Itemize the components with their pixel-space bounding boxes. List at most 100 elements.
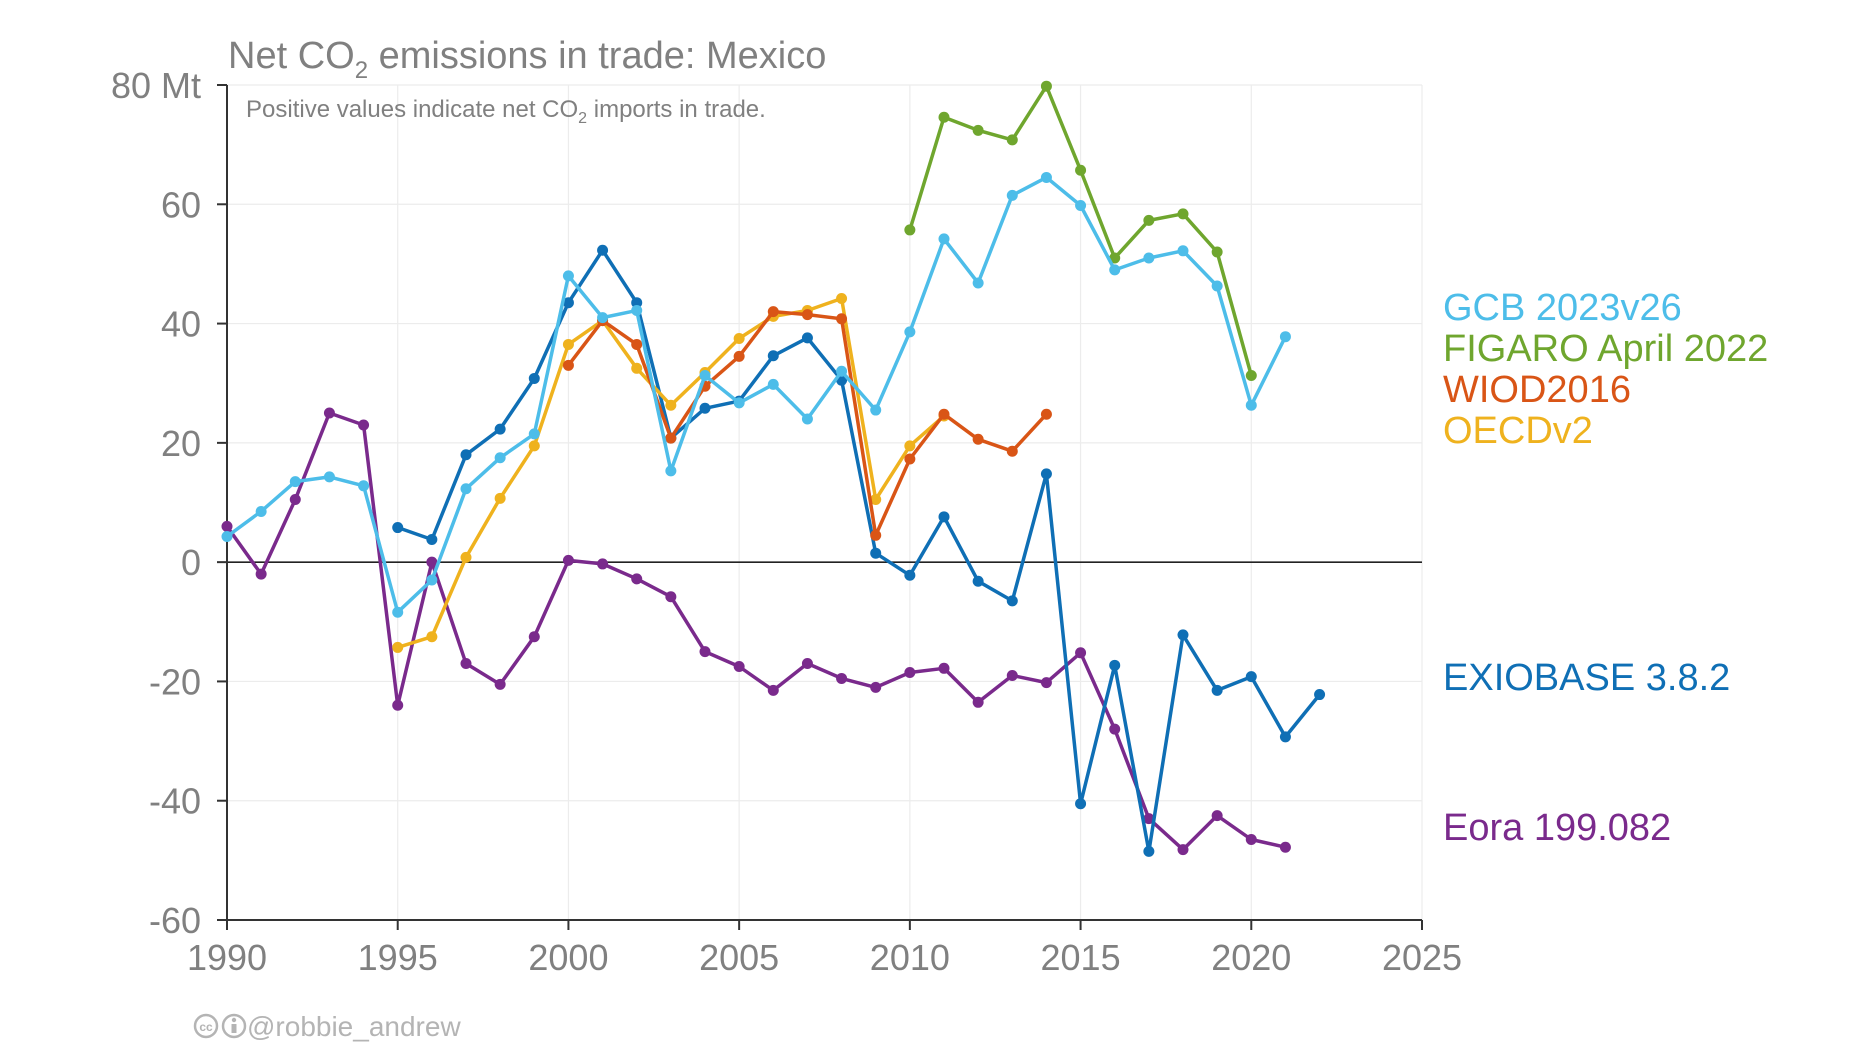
data-point [870, 681, 882, 693]
data-point [733, 397, 745, 409]
data-point [631, 573, 643, 585]
data-point [494, 492, 506, 504]
data-point [426, 631, 438, 643]
data-point [767, 306, 779, 318]
y-tick-label: -40 [149, 781, 201, 822]
series-exiobase-3-8-2 [392, 244, 1326, 857]
data-point [699, 369, 711, 381]
series-group [221, 80, 1326, 857]
data-point [767, 684, 779, 696]
data-point [392, 522, 404, 534]
data-point [1245, 369, 1257, 381]
data-point [1006, 134, 1018, 146]
series-line [225, 175, 1288, 614]
data-point [528, 440, 540, 452]
data-point [1006, 189, 1018, 201]
data-point [870, 494, 882, 506]
legend-entry: OECDv2 [1443, 410, 1593, 452]
grid [227, 84, 1423, 920]
data-point [1245, 671, 1257, 683]
y-tick-label: 20 [161, 423, 201, 464]
data-point [562, 554, 574, 566]
data-point [1109, 723, 1121, 735]
data-point [665, 465, 677, 477]
data-point [323, 407, 335, 419]
data-point [460, 449, 472, 461]
data-point [801, 309, 813, 321]
y-tick-label: 0 [181, 542, 201, 583]
data-point [460, 551, 472, 563]
tick-labels: -60 -40 -20 0 20 40 60 80 Mt 1990 1995 2000 2005 201… [111, 65, 1462, 978]
data-point [1211, 280, 1223, 292]
data-point [528, 428, 540, 440]
data-point [1177, 245, 1189, 257]
data-point [733, 332, 745, 344]
data-point [221, 530, 233, 542]
data-point [1177, 844, 1189, 856]
data-point [665, 399, 677, 411]
data-point [494, 452, 506, 464]
data-point [597, 312, 609, 324]
y-tick-label: 40 [161, 304, 201, 345]
data-point [1075, 798, 1087, 810]
attribution-icon [221, 1013, 247, 1039]
data-point [972, 696, 984, 708]
credit-handle: @robbie_andrew [247, 1011, 461, 1042]
data-point [1075, 647, 1087, 659]
data-point [494, 423, 506, 435]
credit: cc @robbie_andrew [193, 1011, 461, 1042]
chart-subtitle: Positive values indicate net CO2 imports… [246, 96, 766, 127]
data-point [938, 662, 950, 674]
data-point [699, 646, 711, 658]
data-point [938, 111, 950, 123]
data-point [426, 533, 438, 545]
data-point [938, 408, 950, 420]
y-tick-label: 60 [161, 184, 201, 225]
series-figaro-april-2022 [904, 80, 1257, 381]
data-point [1143, 214, 1155, 226]
data-point [1279, 841, 1291, 853]
svg-text:cc: cc [199, 1020, 213, 1034]
data-point [255, 505, 267, 517]
data-point [1006, 445, 1018, 457]
data-point [1109, 252, 1121, 264]
data-point [767, 350, 779, 362]
data-point [1177, 629, 1189, 641]
data-point [733, 661, 745, 673]
data-point [1279, 731, 1291, 743]
legend-entry: WIOD2016 [1443, 369, 1631, 411]
y-tick-label: -60 [149, 900, 201, 941]
data-point [392, 606, 404, 618]
data-point [1006, 669, 1018, 681]
data-point [1109, 264, 1121, 276]
data-point [460, 658, 472, 670]
titles: Net CO2 emissions in trade: Mexico Posit… [228, 35, 826, 127]
legend-entry: FIGARO April 2022 [1443, 328, 1768, 370]
data-point [904, 666, 916, 678]
data-point [665, 591, 677, 603]
x-tick-label: 2000 [528, 937, 608, 978]
x-tick-label: 1990 [187, 937, 267, 978]
data-point [562, 359, 574, 371]
data-point [767, 378, 779, 390]
data-point [938, 511, 950, 523]
axes [217, 84, 1423, 930]
data-point [597, 244, 609, 256]
data-point [460, 483, 472, 495]
x-tick-label: 2020 [1211, 937, 1291, 978]
data-point [562, 338, 574, 350]
data-point [836, 365, 848, 377]
data-point [1245, 833, 1257, 845]
data-point [904, 569, 916, 581]
y-tick-label: -20 [149, 661, 201, 702]
data-point [528, 372, 540, 384]
x-tick-label: 2025 [1382, 937, 1462, 978]
data-point [1211, 246, 1223, 258]
data-point [1006, 595, 1018, 607]
data-point [836, 313, 848, 325]
data-point [904, 326, 916, 338]
data-point [631, 304, 643, 316]
data-point [801, 413, 813, 425]
legend-entry: Eora 199.082 [1443, 807, 1671, 849]
